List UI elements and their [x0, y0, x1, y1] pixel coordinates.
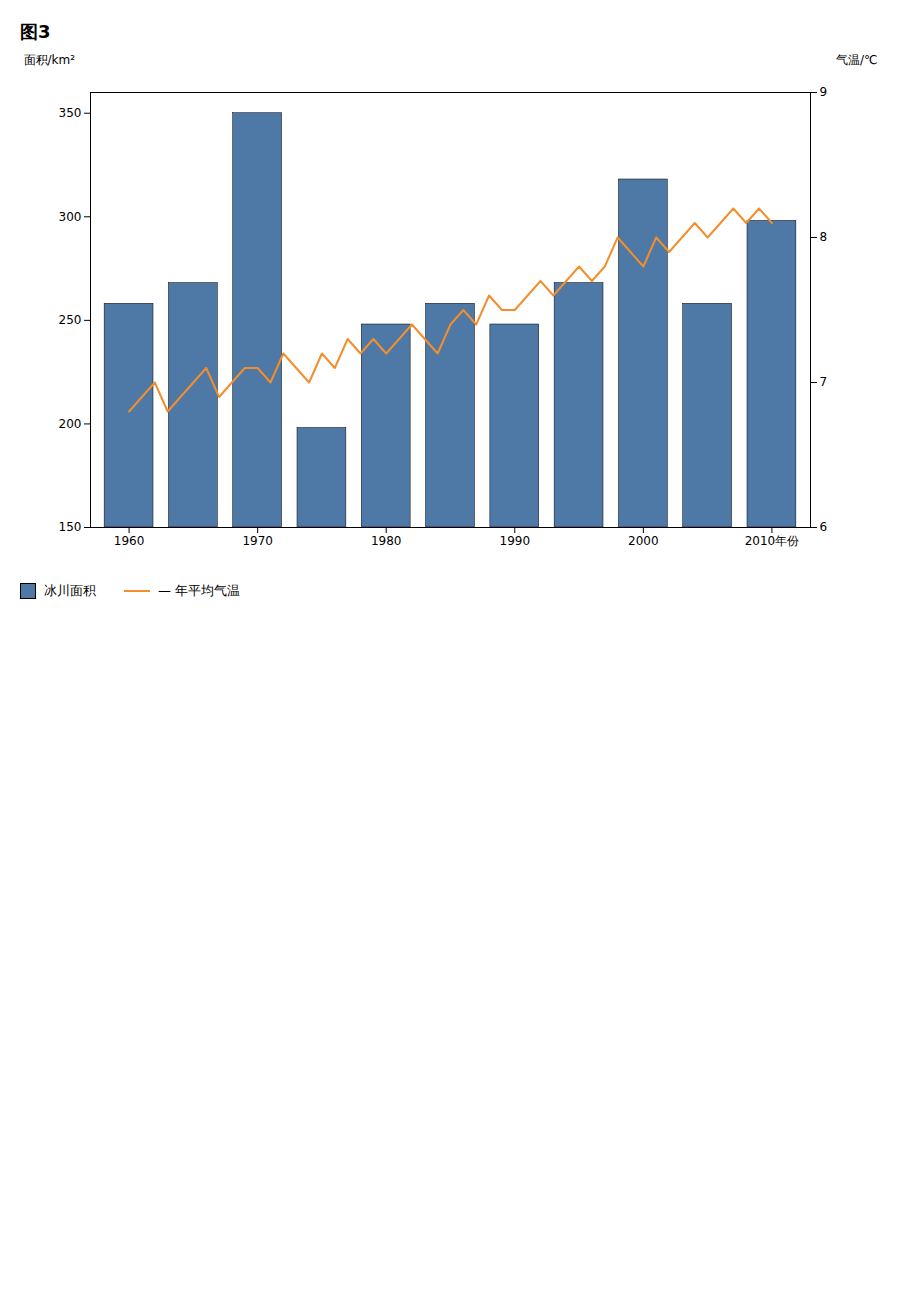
svg-text:2000: 2000	[628, 534, 659, 548]
html-text:图3: 图3	[20, 21, 51, 42]
svg-text:气温/℃: 气温/℃	[836, 53, 878, 67]
html-text:冰川面积: 冰川面积	[44, 583, 96, 598]
svg-text:200: 200	[59, 417, 82, 431]
svg-text:8: 8	[820, 230, 828, 244]
svg-text:1980: 1980	[371, 534, 402, 548]
svg-text:350: 350	[59, 106, 82, 120]
html-text:— 年平均气温: — 年平均气温	[158, 583, 241, 598]
svg-text:1970: 1970	[242, 534, 273, 548]
svg-text:250: 250	[59, 313, 82, 327]
svg-text:300: 300	[59, 210, 82, 224]
svg-text:2010年份: 2010年份	[745, 534, 800, 548]
svg-text:7: 7	[820, 375, 828, 389]
svg-text:1960: 1960	[114, 534, 145, 548]
svg-text:150: 150	[59, 520, 82, 534]
svg-text:9: 9	[820, 85, 828, 99]
svg-text:1990: 1990	[500, 534, 531, 548]
svg-text:6: 6	[820, 520, 828, 534]
svg-text:面积/km²: 面积/km²	[24, 53, 76, 67]
